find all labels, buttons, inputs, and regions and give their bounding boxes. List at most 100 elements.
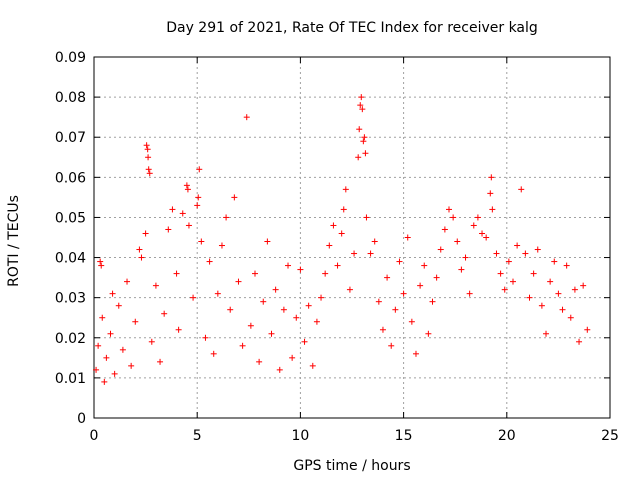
y-axis-title: ROTI / TECUs: [6, 195, 22, 287]
data-point: [223, 214, 230, 221]
data-point: [396, 258, 403, 265]
axis-ticks: [93, 56, 611, 419]
data-point: [276, 366, 283, 373]
data-point: [412, 350, 419, 357]
data-point: [247, 322, 254, 329]
data-point: [148, 338, 155, 345]
x-tick-label: 15: [395, 428, 413, 444]
plot-frame: [93, 56, 611, 419]
data-point: [124, 278, 131, 285]
data-point: [196, 166, 203, 173]
data-point: [128, 362, 135, 369]
data-point: [231, 194, 238, 201]
data-point: [470, 222, 477, 229]
data-point: [547, 278, 554, 285]
data-point: [388, 342, 395, 349]
y-tick-label: 0.08: [55, 90, 86, 106]
data-point: [109, 290, 116, 297]
x-tick-label: 5: [193, 428, 202, 444]
data-point: [152, 282, 159, 289]
x-axis-title: GPS time / hours: [293, 458, 410, 474]
data-point: [563, 262, 570, 269]
data-point: [260, 298, 267, 305]
x-tick-label: 25: [601, 428, 619, 444]
chart-title: Day 291 of 2021, Rate Of TEC Index for r…: [166, 20, 538, 36]
data-point: [330, 222, 337, 229]
data-point: [289, 354, 296, 361]
data-point: [505, 258, 512, 265]
data-point: [360, 138, 367, 145]
data-point: [146, 170, 153, 177]
data-point: [227, 306, 234, 313]
data-point: [111, 370, 118, 377]
data-point: [454, 238, 461, 245]
data-point: [576, 338, 583, 345]
data-point: [272, 286, 279, 293]
data-point: [489, 206, 496, 213]
data-point: [342, 186, 349, 193]
data-point: [179, 210, 186, 217]
data-point: [251, 270, 258, 277]
data-point: [429, 298, 436, 305]
data-point: [361, 134, 368, 141]
data-point: [138, 254, 145, 261]
data-point: [379, 326, 386, 333]
data-point: [543, 330, 550, 337]
data-point: [450, 214, 457, 221]
data-point: [518, 186, 525, 193]
data-point: [202, 334, 209, 341]
data-point: [157, 358, 164, 365]
data-point: [567, 314, 574, 321]
data-point: [338, 230, 345, 237]
data-point: [301, 338, 308, 345]
y-tick-label: 0.01: [55, 371, 86, 387]
data-point: [334, 262, 341, 269]
data-point: [101, 378, 108, 385]
data-point: [143, 142, 150, 149]
data-point: [132, 318, 139, 325]
data-point: [358, 94, 365, 101]
data-point: [206, 258, 213, 265]
data-point: [210, 350, 217, 357]
data-point: [509, 278, 516, 285]
data-point: [183, 182, 190, 189]
data-point: [392, 306, 399, 313]
data-point: [218, 242, 225, 249]
data-point: [322, 270, 329, 277]
data-point: [488, 174, 495, 181]
data-point: [243, 114, 250, 121]
data-point: [235, 278, 242, 285]
data-point: [446, 206, 453, 213]
data-point: [433, 274, 440, 281]
data-point: [384, 274, 391, 281]
data-point: [580, 282, 587, 289]
data-point: [555, 290, 562, 297]
data-point: [534, 246, 541, 253]
data-point: [362, 150, 369, 157]
y-tick-label: 0: [77, 411, 86, 427]
data-point: [356, 126, 363, 133]
data-point: [479, 230, 486, 237]
data-point: [95, 342, 102, 349]
data-point: [404, 234, 411, 241]
data-point: [97, 258, 104, 265]
y-tick-label: 0.03: [55, 291, 86, 307]
data-point: [340, 206, 347, 213]
data-point: [119, 346, 126, 353]
data-point: [371, 238, 378, 245]
data-point: [462, 254, 469, 261]
y-tick-labels: 0 0.01 0.02 0.03 0.04 0.05 0.06 0.07 0.08 0.09: [55, 50, 86, 427]
x-tick-labels: 0 5 10 15 20 25: [90, 428, 619, 444]
data-point: [264, 238, 271, 245]
data-point: [115, 302, 122, 309]
data-point: [441, 226, 448, 233]
x-tick-label: 0: [90, 428, 99, 444]
data-point: [421, 262, 428, 269]
data-point: [493, 250, 500, 257]
data-point: [184, 186, 191, 193]
x-tick-label: 20: [498, 428, 516, 444]
data-point: [161, 310, 168, 317]
data-point: [93, 366, 100, 373]
data-point: [107, 330, 114, 337]
data-point: [559, 306, 566, 313]
